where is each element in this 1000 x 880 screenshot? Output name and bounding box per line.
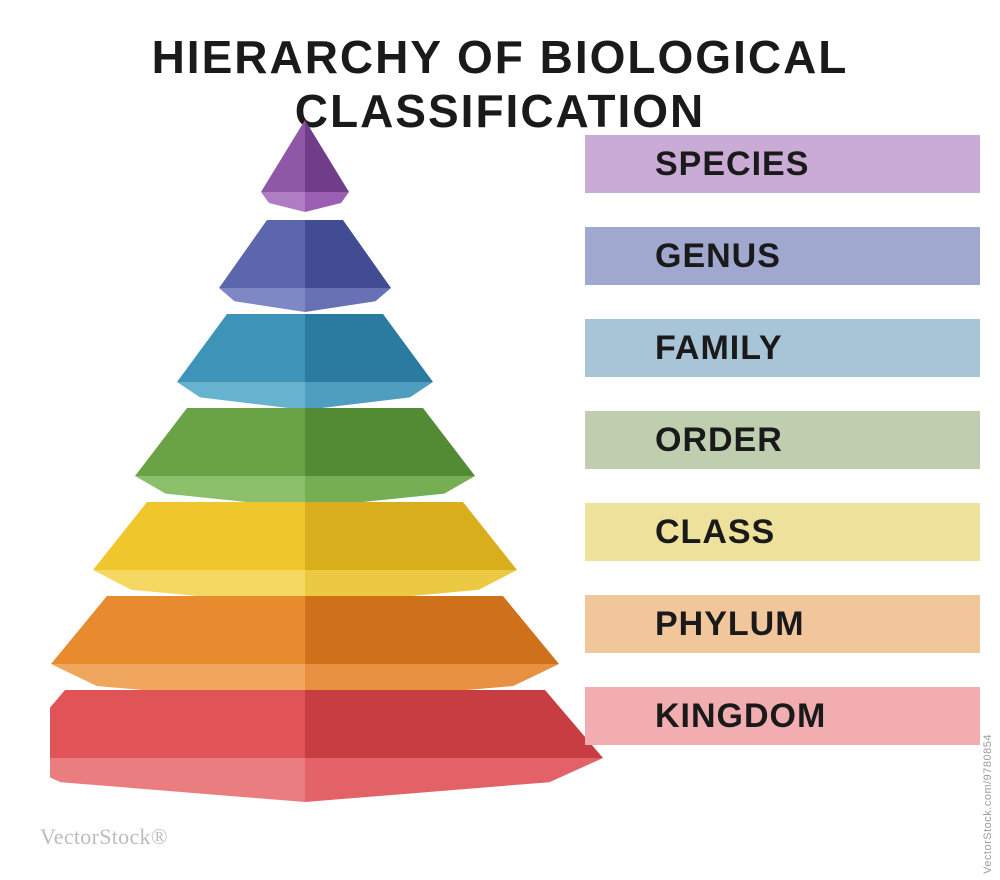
legend-item-genus: GENUS — [585, 227, 980, 285]
stock-id: VectorStock.com/9780854 — [982, 734, 994, 874]
legend-label: ORDER — [655, 421, 783, 460]
pyramid-diagram — [50, 110, 550, 790]
legend-label: SPECIES — [655, 145, 809, 184]
legend-label: CLASS — [655, 513, 775, 552]
legend-item-order: ORDER — [585, 411, 980, 469]
legend-item-family: FAMILY — [585, 319, 980, 377]
legend-label: KINGDOM — [655, 697, 826, 736]
legend: SPECIES GENUS FAMILY ORDER CLASS PHYLUM KINGDO… — [585, 135, 980, 779]
watermark: VectorStock® — [40, 824, 168, 850]
legend-item-phylum: PHYLUM — [585, 595, 980, 653]
legend-label: GENUS — [655, 237, 781, 276]
legend-item-kingdom: KINGDOM — [585, 687, 980, 745]
legend-item-species: SPECIES — [585, 135, 980, 193]
legend-label: FAMILY — [655, 329, 783, 368]
legend-item-class: CLASS — [585, 503, 980, 561]
legend-label: PHYLUM — [655, 605, 805, 644]
